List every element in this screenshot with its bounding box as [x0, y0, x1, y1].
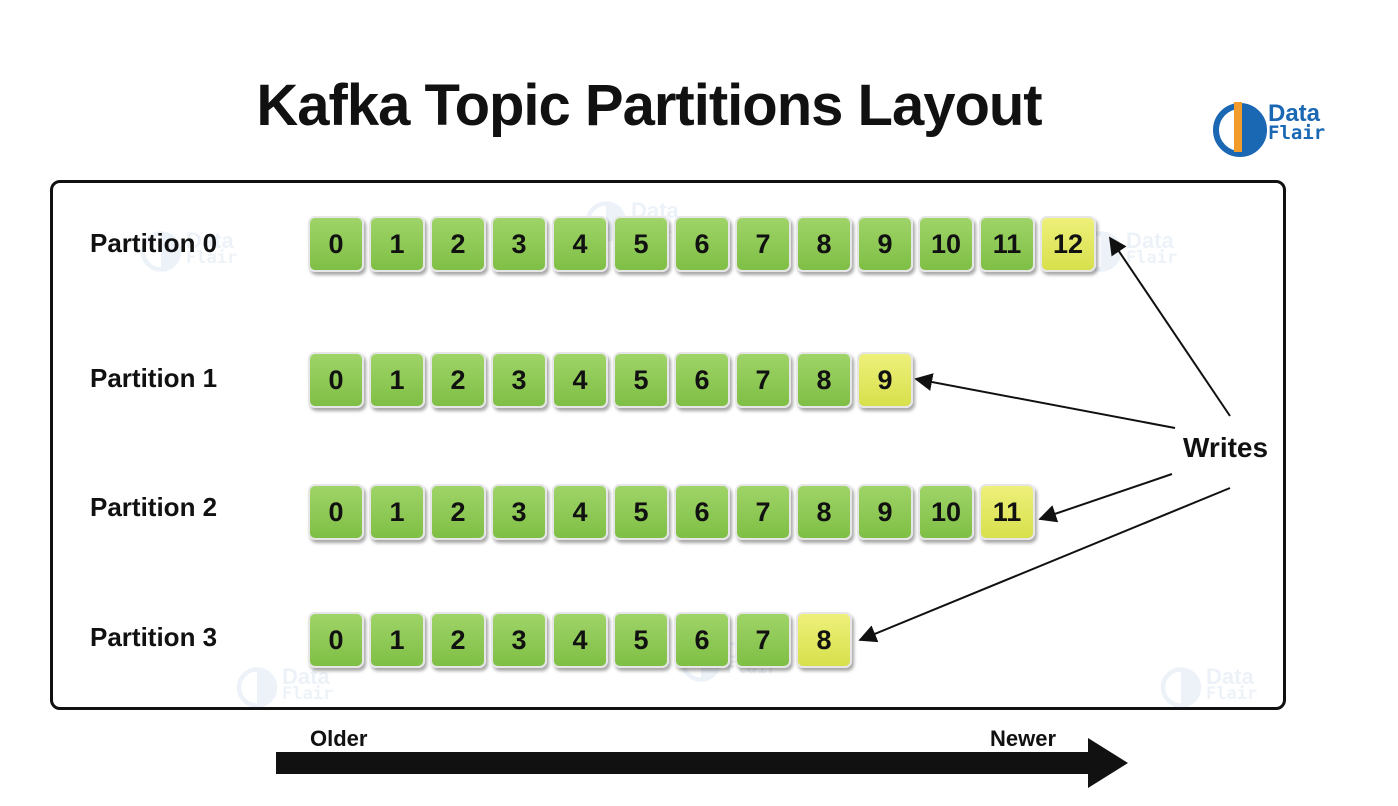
- record-offset: 10: [918, 216, 974, 272]
- latest-record-offset: 9: [857, 352, 913, 408]
- watermark-text-flair: Flair: [1206, 684, 1258, 704]
- timeline-older-label: Older: [310, 726, 368, 751]
- record-offset: 3: [491, 216, 547, 272]
- record-offset: 0: [308, 216, 364, 272]
- watermark: Data Flair: [140, 226, 250, 276]
- watermark-text-flair: Flair: [282, 684, 334, 704]
- record-offset: 1: [369, 216, 425, 272]
- record-offset: 4: [552, 612, 608, 668]
- partition-label: Partition 0: [90, 228, 218, 258]
- dataflair-logo: Data Flair: [1212, 96, 1342, 160]
- partitions-panel: [50, 180, 1286, 710]
- watermark-text-data: Data: [1126, 228, 1174, 253]
- record-offset: 2: [430, 216, 486, 272]
- record-offset: 11: [979, 216, 1035, 272]
- logo-text-flair: Flair: [1268, 122, 1326, 144]
- record-offset: 7: [735, 216, 791, 272]
- record-offset: 8: [796, 484, 852, 540]
- watermark-icon: [236, 667, 278, 708]
- partition-label: Partition 1: [90, 363, 218, 393]
- latest-record-offset: 11: [979, 484, 1035, 540]
- record-offset: 0: [308, 612, 364, 668]
- record-offset: 3: [491, 484, 547, 540]
- record-offset: 1: [369, 612, 425, 668]
- watermark: Data Flair: [1160, 662, 1270, 712]
- record-offset: 5: [613, 216, 669, 272]
- write-arrow-partition-3: [858, 487, 1231, 643]
- record-offset: 5: [613, 612, 669, 668]
- dataflair-logo-icon: [1213, 102, 1267, 157]
- watermark: Data Flair: [236, 662, 346, 712]
- record-offset: 8: [796, 216, 852, 272]
- write-arrow-partition-1: [914, 373, 1176, 429]
- diagram-title: Kafka Topic Partitions Layout: [256, 73, 1042, 138]
- logo-text-data: Data: [1268, 100, 1321, 127]
- record-offset: 9: [857, 484, 913, 540]
- partition-label: Partition 2: [90, 492, 218, 522]
- record-offset: 1: [369, 484, 425, 540]
- record-offset: 6: [674, 216, 730, 272]
- latest-record-offset: 12: [1040, 216, 1096, 272]
- record-offset: 5: [613, 352, 669, 408]
- record-offset: 6: [674, 612, 730, 668]
- record-offset: 8: [796, 352, 852, 408]
- watermark-text-data: Data: [186, 228, 234, 253]
- record-offset: 2: [430, 612, 486, 668]
- record-offset: 6: [674, 352, 730, 408]
- record-offset: 2: [430, 352, 486, 408]
- write-arrow-partition-0: [1108, 236, 1231, 417]
- record-offset: 2: [430, 484, 486, 540]
- watermark-icon: [140, 231, 182, 272]
- timeline-newer-label: Newer: [990, 726, 1057, 751]
- record-offset: 0: [308, 352, 364, 408]
- record-offset: 3: [491, 352, 547, 408]
- record-offset: 4: [552, 484, 608, 540]
- record-offset: 5: [613, 484, 669, 540]
- record-offset: 3: [491, 612, 547, 668]
- record-offset: 7: [735, 352, 791, 408]
- watermark-text-data: Data: [282, 664, 330, 689]
- record-offset: 7: [735, 612, 791, 668]
- watermark-text-flair: Flair: [186, 248, 238, 268]
- record-offset: 4: [552, 216, 608, 272]
- watermark-icon: [1160, 667, 1202, 708]
- record-offset: 1: [369, 352, 425, 408]
- record-offset: 10: [918, 484, 974, 540]
- record-offset: 6: [674, 484, 730, 540]
- record-offset: 9: [857, 216, 913, 272]
- timeline-arrow: [276, 738, 1128, 788]
- watermark-text-flair: Flair: [1126, 248, 1178, 268]
- record-offset: 0: [308, 484, 364, 540]
- latest-record-offset: 8: [796, 612, 852, 668]
- record-offset: 7: [735, 484, 791, 540]
- write-arrow-partition-2: [1038, 473, 1173, 523]
- writes-label: Writes: [1183, 432, 1269, 463]
- record-offset: 4: [552, 352, 608, 408]
- partition-label: Partition 3: [90, 622, 218, 652]
- watermark-text-data: Data: [1206, 664, 1254, 689]
